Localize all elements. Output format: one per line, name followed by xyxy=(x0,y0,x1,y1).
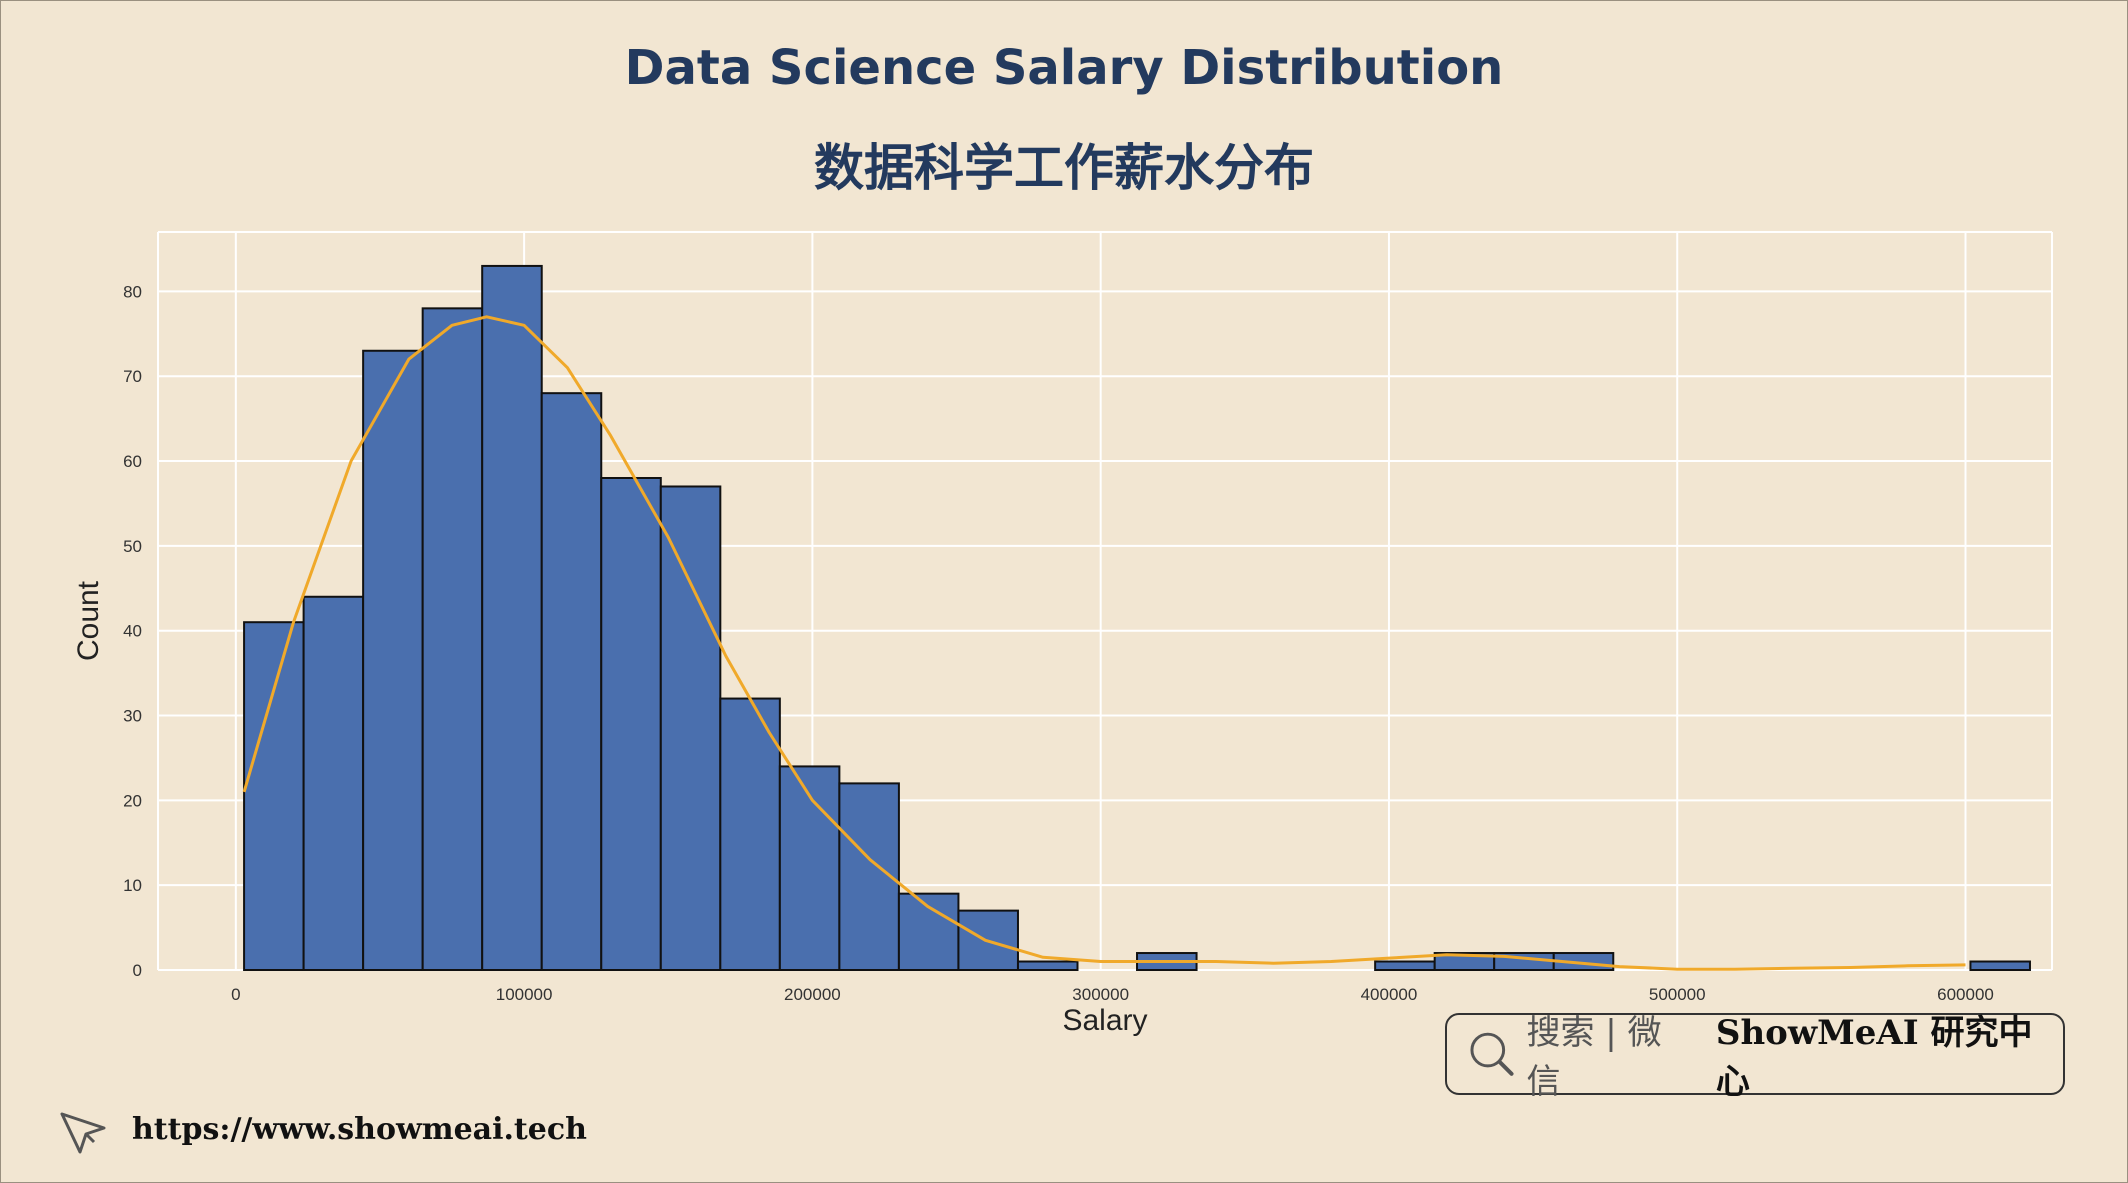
y-axis-label: Count xyxy=(72,580,105,661)
y-tick-label: 30 xyxy=(123,707,142,726)
histogram-bar xyxy=(778,765,841,972)
histogram-bar xyxy=(481,264,543,971)
brand-name: ShowMeAI 研究中心 xyxy=(1715,1013,2033,1102)
x-tick-label: 100000 xyxy=(496,985,553,1004)
search-hint: 搜索 | 微信 xyxy=(1526,1013,1662,1102)
x-tick-label: 400000 xyxy=(1361,985,1418,1004)
search-box[interactable]: 搜索 | 微信 ShowMeAI 研究中心 xyxy=(1445,1013,2065,1102)
y-tick-label: 70 xyxy=(123,367,142,386)
x-tick-label: 600000 xyxy=(1937,985,1994,1004)
y-tick-label: 60 xyxy=(123,452,142,471)
y-tick-label: 40 xyxy=(123,622,142,641)
histogram-bar xyxy=(897,892,960,971)
chart-title-cn: 数据科学工作薪水分布 xyxy=(814,139,1314,197)
chart-title-en: Data Science Salary Distribution xyxy=(624,40,1504,96)
y-tick-label: 0 xyxy=(133,961,142,980)
kde-curve xyxy=(242,315,1966,971)
tick-labels: 0 100000 200000 300000 400000 500000 600000 0 10… xyxy=(123,282,1994,1004)
histogram-bar xyxy=(600,477,662,971)
x-tick-label: 200000 xyxy=(784,985,841,1004)
histogram-bar xyxy=(1969,960,2031,971)
histogram-bars xyxy=(243,264,2031,972)
y-tick-label: 80 xyxy=(123,282,142,301)
y-tick-label: 20 xyxy=(123,791,142,810)
histogram-bar xyxy=(421,307,484,971)
histogram-bar xyxy=(1374,960,1436,971)
histogram-bar xyxy=(540,392,603,971)
y-tick-label: 50 xyxy=(123,537,142,556)
search-icon xyxy=(1470,1032,1514,1076)
y-tick-label: 10 xyxy=(123,876,142,895)
histogram-bar xyxy=(302,595,365,971)
histogram-bar xyxy=(1016,960,1079,971)
cursor-icon xyxy=(60,1112,106,1154)
histogram-bar xyxy=(362,349,424,971)
x-axis-label: Salary xyxy=(1062,1004,1147,1037)
x-tick-label: 300000 xyxy=(1072,985,1129,1004)
x-tick-label: 0 xyxy=(231,985,240,1004)
histogram-bar xyxy=(659,485,722,971)
histogram-bar xyxy=(719,697,781,971)
histogram-bar xyxy=(243,621,305,971)
website-link[interactable]: https://www.showmeai.tech xyxy=(132,1112,587,1147)
x-tick-label: 500000 xyxy=(1649,985,1706,1004)
